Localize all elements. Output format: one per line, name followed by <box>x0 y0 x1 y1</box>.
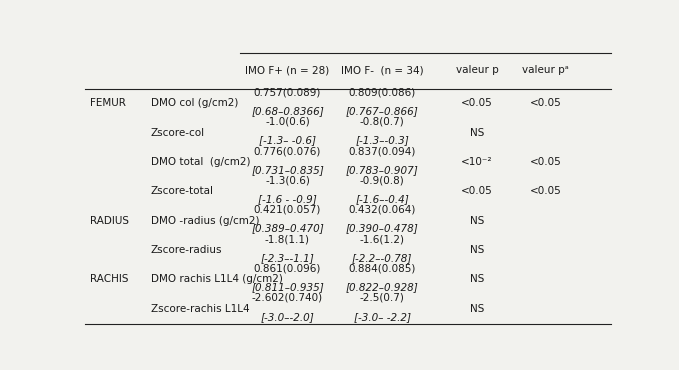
Text: -2.602(0.740): -2.602(0.740) <box>252 293 323 303</box>
Text: 0.884(0.085): 0.884(0.085) <box>348 263 416 273</box>
Text: NS: NS <box>470 274 484 284</box>
Text: RACHIS: RACHIS <box>90 274 128 284</box>
Text: 0.757(0.089): 0.757(0.089) <box>254 87 321 97</box>
Text: valeur p: valeur p <box>456 65 498 75</box>
Text: [0.389–0.470]: [0.389–0.470] <box>251 223 324 233</box>
Text: <0.05: <0.05 <box>530 186 562 196</box>
Text: 0.861(0.096): 0.861(0.096) <box>254 263 321 273</box>
Text: -1.3(0.6): -1.3(0.6) <box>265 175 310 185</box>
Text: [0.731–0.835]: [0.731–0.835] <box>251 165 324 175</box>
Text: [0.767–0.866]: [0.767–0.866] <box>346 106 418 116</box>
Text: -0.9(0.8): -0.9(0.8) <box>360 175 405 185</box>
Text: <0.05: <0.05 <box>461 98 493 108</box>
Text: DMO -radius (g/cm2): DMO -radius (g/cm2) <box>151 216 259 226</box>
Text: DMO rachis L1L4 (g/cm2): DMO rachis L1L4 (g/cm2) <box>151 274 282 284</box>
Text: [-3.0–-2.0]: [-3.0–-2.0] <box>261 312 314 322</box>
Text: -0.8(0.7): -0.8(0.7) <box>360 117 405 127</box>
Text: Zscore-col: Zscore-col <box>151 128 205 138</box>
Text: valeur pᵃ: valeur pᵃ <box>522 65 569 75</box>
Text: [0.783–0.907]: [0.783–0.907] <box>346 165 418 175</box>
Text: NS: NS <box>470 128 484 138</box>
Text: FEMUR: FEMUR <box>90 98 126 108</box>
Text: DMO col (g/cm2): DMO col (g/cm2) <box>151 98 238 108</box>
Text: <0.05: <0.05 <box>461 186 493 196</box>
Text: 0.432(0.064): 0.432(0.064) <box>348 205 416 215</box>
Text: <10⁻²: <10⁻² <box>461 157 493 167</box>
Text: -2.5(0.7): -2.5(0.7) <box>360 293 405 303</box>
Text: Zscore-radius: Zscore-radius <box>151 245 222 255</box>
Text: -1.8(1.1): -1.8(1.1) <box>265 234 310 244</box>
Text: [0.68–0.8366]: [0.68–0.8366] <box>251 106 324 116</box>
Text: RADIUS: RADIUS <box>90 216 129 226</box>
Text: DMO total  (g/cm2): DMO total (g/cm2) <box>151 157 250 167</box>
Text: 0.837(0.094): 0.837(0.094) <box>348 146 416 156</box>
Text: [-2.3–-1.1]: [-2.3–-1.1] <box>261 253 314 263</box>
Text: [0.822–0.928]: [0.822–0.928] <box>346 282 418 292</box>
Text: -1.0(0.6): -1.0(0.6) <box>265 117 310 127</box>
Text: IMO F-  (n = 34): IMO F- (n = 34) <box>341 65 424 75</box>
Text: 0.776(0.076): 0.776(0.076) <box>254 146 321 156</box>
Text: <0.05: <0.05 <box>530 98 562 108</box>
Text: [-1.6–-0.4]: [-1.6–-0.4] <box>355 194 409 204</box>
Text: [-1.3–-0.3]: [-1.3–-0.3] <box>355 135 409 145</box>
Text: Zscore-rachis L1L4: Zscore-rachis L1L4 <box>151 304 249 314</box>
Text: NS: NS <box>470 245 484 255</box>
Text: [0.811–0.935]: [0.811–0.935] <box>251 282 324 292</box>
Text: 0.421(0.057): 0.421(0.057) <box>254 205 321 215</box>
Text: Zscore-total: Zscore-total <box>151 186 214 196</box>
Text: [-2.2–-0.78]: [-2.2–-0.78] <box>352 253 412 263</box>
Text: [0.390–0.478]: [0.390–0.478] <box>346 223 418 233</box>
Text: 0.809(0.086): 0.809(0.086) <box>348 87 416 97</box>
Text: [-1.6 - -0.9]: [-1.6 - -0.9] <box>258 194 317 204</box>
Text: [-3.0– -2.2]: [-3.0– -2.2] <box>354 312 411 322</box>
Text: -1.6(1.2): -1.6(1.2) <box>360 234 405 244</box>
Text: IMO F+ (n = 28): IMO F+ (n = 28) <box>245 65 329 75</box>
Text: NS: NS <box>470 304 484 314</box>
Text: <0.05: <0.05 <box>530 157 562 167</box>
Text: [-1.3– -0.6]: [-1.3– -0.6] <box>259 135 316 145</box>
Text: NS: NS <box>470 216 484 226</box>
